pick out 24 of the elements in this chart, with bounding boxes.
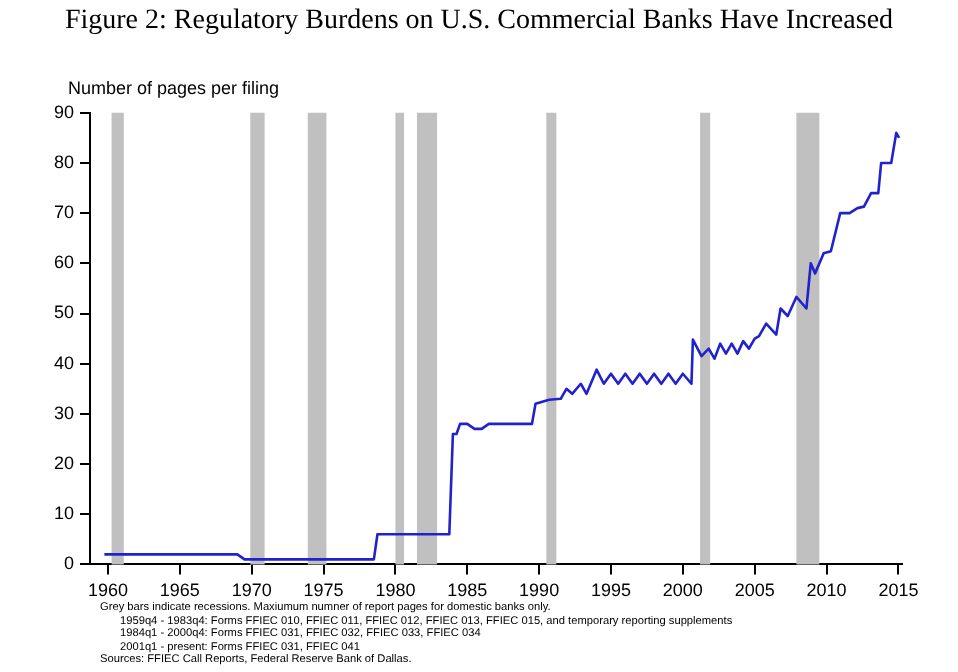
- x-tick-label: 1980: [375, 580, 416, 601]
- y-tick-label: 90: [53, 101, 75, 122]
- x-tick-label: 2005: [734, 580, 775, 601]
- y-tick-label: 20: [53, 453, 75, 474]
- x-tick-label: 1970: [231, 580, 272, 601]
- x-tick-label: 1965: [159, 580, 200, 601]
- x-tick-label: 2010: [806, 580, 847, 601]
- x-tick-label: 1995: [590, 580, 632, 601]
- chart-title: Figure 2: Regulatory Burdens on U.S. Commercial Banks Have Increased: [62, 6, 896, 38]
- x-tick-label: 2015: [878, 580, 919, 601]
- y-tick-label: 0: [63, 553, 75, 574]
- x-tick-label: 1985: [447, 580, 488, 601]
- y-tick-label: 10: [53, 503, 75, 524]
- y-tick-label: 40: [53, 352, 75, 373]
- y-tick-label: 80: [53, 151, 75, 172]
- y-tick-label: 50: [53, 302, 75, 323]
- y-tick-label: 60: [53, 252, 75, 273]
- y-tick-label: 30: [53, 402, 75, 423]
- x-tick-label: 1990: [519, 580, 560, 601]
- x-tick-label: 1975: [303, 580, 344, 601]
- x-tick-label: 2000: [662, 580, 703, 601]
- x-tick-label: 1960: [87, 580, 129, 601]
- y-tick-label: 70: [53, 202, 75, 223]
- y-axis-title: Number of pages per filing: [68, 78, 280, 98]
